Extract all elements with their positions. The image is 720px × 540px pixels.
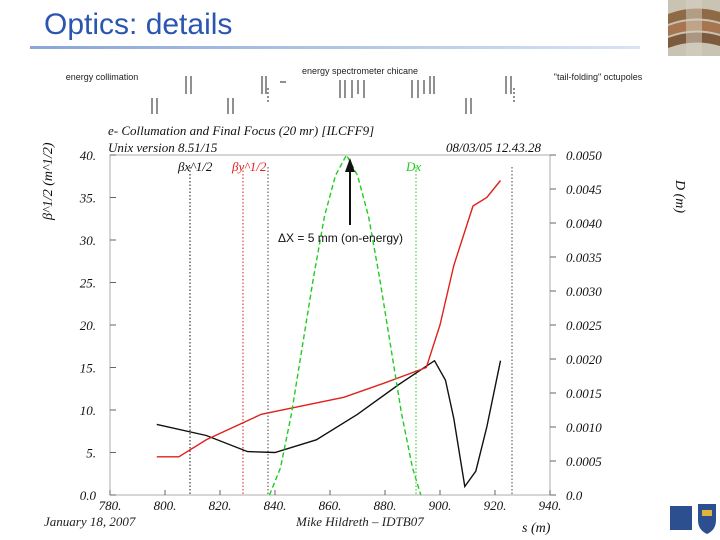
y-left-tick-label: 35. bbox=[79, 191, 96, 206]
y-left-tick-label: 30. bbox=[79, 233, 96, 248]
university-logo bbox=[668, 492, 720, 540]
legend-entry: βx^1/2 bbox=[177, 159, 213, 174]
x-axis-label: s (m) bbox=[522, 521, 551, 536]
tail-folding-label: "tail-folding" octupoles bbox=[553, 72, 643, 82]
y-right-tick-label: 0.0015 bbox=[566, 386, 602, 401]
series-line-dx bbox=[268, 153, 422, 496]
y-right-tick-label: 0.0005 bbox=[566, 454, 602, 469]
y-left-tick-label: 10. bbox=[80, 403, 96, 418]
y-left-tick-label: 15. bbox=[80, 361, 96, 376]
y-left-tick-label: 40. bbox=[80, 148, 96, 163]
x-tick-label: 880. bbox=[374, 498, 397, 513]
x-tick-label: 920. bbox=[484, 498, 507, 513]
y-right-tick-label: 0.0 bbox=[566, 488, 583, 503]
x-tick-label: 780. bbox=[99, 498, 122, 513]
y-right-tick-label: 0.0035 bbox=[566, 250, 602, 265]
slide-title: Optics: details bbox=[44, 8, 233, 41]
plot-frame bbox=[109, 154, 551, 496]
chart-title: e- Collumation and Final Focus (20 mr) [… bbox=[108, 123, 374, 138]
title-divider bbox=[30, 46, 640, 49]
accelerator-photo bbox=[668, 0, 720, 56]
x-tick-label: 900. bbox=[429, 498, 452, 513]
x-tick-label: 860. bbox=[319, 498, 342, 513]
y-right-tick-label: 0.0030 bbox=[566, 284, 602, 299]
chart-subtitle: Unix version 8.51/15 bbox=[108, 140, 218, 155]
delta-x-label: ΔX = 5 mm (on-energy) bbox=[278, 231, 403, 245]
energy-collimation-label: energy collimation bbox=[65, 72, 139, 82]
delta-x-arrow-head bbox=[345, 158, 355, 172]
y-right-tick-label: 0.0045 bbox=[566, 182, 602, 197]
y-axis-left-label: β^1/2 (m^1/2) bbox=[41, 142, 56, 221]
series-line-y bbox=[156, 180, 502, 458]
legend-entry: βy^1/2 bbox=[231, 159, 267, 174]
y-right-tick-label: 0.0050 bbox=[566, 148, 602, 163]
x-tick-label: 800. bbox=[154, 498, 177, 513]
y-right-tick-label: 0.0020 bbox=[566, 352, 602, 367]
legend-entry: Dx bbox=[405, 159, 421, 174]
y-axis-right-label: D (m) bbox=[672, 179, 687, 213]
y-right-tick-label: 0.0010 bbox=[566, 420, 602, 435]
x-tick-label: 840. bbox=[264, 498, 287, 513]
x-tick-label: 940. bbox=[539, 498, 562, 513]
footer-date: January 18, 2007 bbox=[44, 514, 136, 529]
y-left-tick-label: 20. bbox=[80, 318, 96, 333]
y-left-tick-label: 0.0 bbox=[80, 488, 97, 503]
x-tick-label: 820. bbox=[209, 498, 232, 513]
y-left-tick-label: 25. bbox=[80, 276, 96, 291]
y-right-tick-label: 0.0025 bbox=[566, 318, 602, 333]
chart-timestamp: 08/03/05 12.43.28 bbox=[446, 140, 541, 155]
y-right-tick-label: 0.0040 bbox=[566, 216, 602, 231]
beamline-elements bbox=[151, 76, 515, 114]
chicane-label: energy spectrometer chicane bbox=[301, 66, 419, 76]
series-line-x bbox=[156, 359, 502, 489]
footer-author: Mike Hildreth – IDTB07 bbox=[296, 514, 424, 529]
y-left-tick-label: 5. bbox=[86, 446, 96, 461]
